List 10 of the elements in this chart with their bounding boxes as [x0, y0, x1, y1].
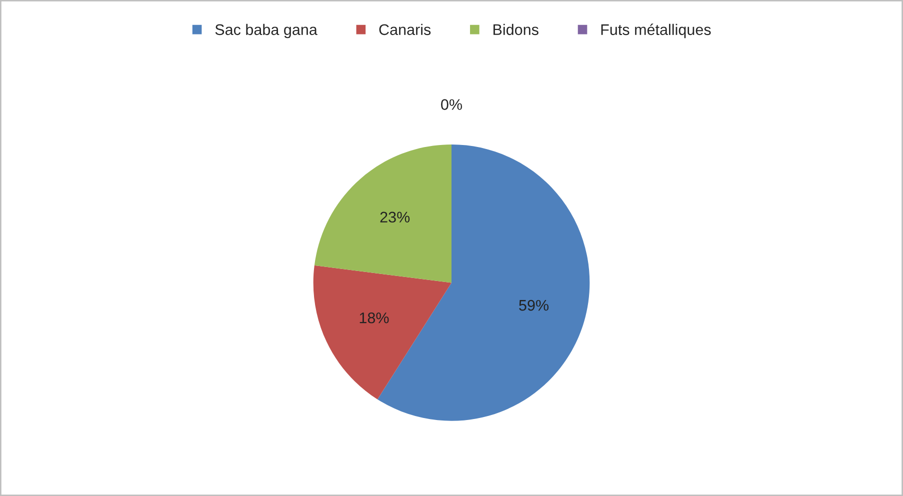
legend-label: Futs métalliques: [601, 24, 711, 38]
text: 0%: [441, 99, 462, 110]
data-label: 18%: [360, 312, 389, 324]
legend-label: Bidons: [494, 24, 538, 36]
legend-label: Canaris: [379, 24, 431, 36]
data-label: 59%: [519, 300, 549, 311]
legend-label: Sac baba gana: [215, 24, 318, 38]
pie-slice: [313, 265, 452, 400]
pie-slice: [314, 144, 452, 283]
data-label: 23%: [380, 212, 410, 223]
